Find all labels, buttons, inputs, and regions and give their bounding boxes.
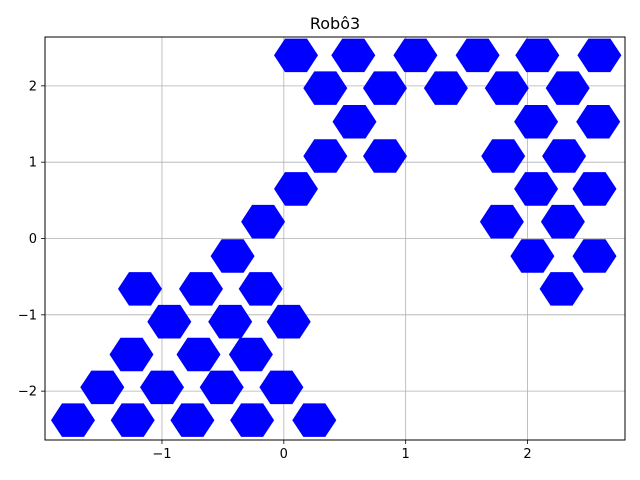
data-point: [109, 337, 154, 372]
data-point: [363, 71, 407, 105]
x-tick-label: 1: [402, 447, 410, 462]
data-point: [210, 239, 255, 273]
data-point: [274, 38, 318, 73]
y-tick-label: −1: [18, 308, 37, 323]
data-point: [423, 71, 468, 105]
data-point: [542, 139, 587, 173]
data-point: [514, 105, 559, 139]
data-point: [545, 71, 590, 105]
data-point: [510, 239, 555, 273]
data-point: [118, 272, 162, 306]
chart-title: Robô3: [310, 14, 360, 33]
data-point: [539, 272, 584, 306]
ticks: −1 0 1 2 −2 −1 0 1 2: [18, 79, 532, 462]
data-point: [259, 370, 304, 405]
y-tick-label: 2: [29, 79, 37, 94]
data-point: [208, 304, 253, 339]
data-point: [147, 304, 192, 339]
y-tick-label: 1: [29, 156, 37, 171]
x-tick-label: 2: [523, 447, 531, 462]
x-tick-label: 0: [280, 447, 288, 462]
data-point: [176, 337, 221, 372]
markers: [51, 38, 622, 437]
data-point: [241, 204, 286, 239]
data-point: [484, 71, 529, 105]
data-point: [199, 370, 244, 405]
data-point: [228, 337, 273, 372]
data-point: [514, 172, 559, 206]
data-point: [479, 204, 524, 239]
data-point: [481, 139, 526, 173]
data-point: [292, 403, 337, 437]
data-point: [577, 38, 622, 73]
data-point: [266, 304, 311, 339]
data-point: [303, 71, 348, 105]
data-point: [80, 370, 125, 405]
data-point: [303, 139, 348, 173]
y-tick-label: 0: [29, 232, 37, 247]
data-point: [51, 403, 95, 437]
data-point: [393, 38, 438, 73]
data-point: [170, 403, 215, 437]
data-point: [455, 38, 500, 73]
data-point: [576, 105, 621, 139]
data-point: [540, 204, 585, 239]
y-tick-label: −2: [18, 385, 37, 400]
data-point: [572, 239, 617, 273]
data-point: [572, 172, 617, 206]
x-tick-label: −1: [152, 447, 171, 462]
data-point: [515, 38, 560, 73]
data-point: [363, 139, 407, 173]
data-point: [332, 105, 377, 139]
data-point: [230, 403, 275, 437]
data-point: [140, 370, 184, 405]
data-point: [238, 272, 283, 306]
grid: [45, 37, 625, 440]
data-point: [274, 172, 318, 206]
data-point: [331, 38, 376, 73]
data-point: [179, 272, 223, 306]
data-point: [110, 403, 155, 437]
